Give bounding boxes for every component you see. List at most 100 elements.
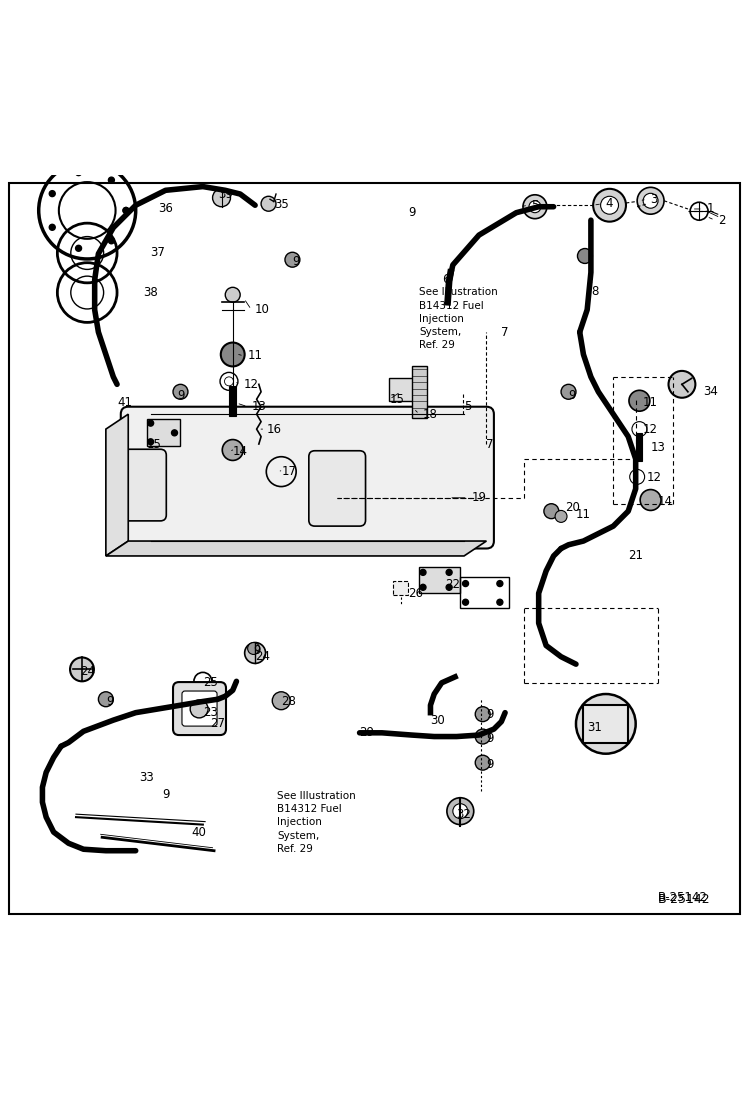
Text: 9: 9 [408,206,416,219]
Text: 9: 9 [177,389,184,402]
Circle shape [593,189,626,222]
Circle shape [597,715,615,733]
Text: 3: 3 [651,193,658,206]
Text: 9: 9 [486,758,494,771]
Polygon shape [106,541,486,556]
Text: 33: 33 [139,771,154,784]
Text: 15: 15 [389,393,404,406]
Circle shape [643,193,658,208]
Circle shape [148,439,154,444]
Text: 5: 5 [531,199,539,212]
Circle shape [213,189,231,206]
Text: 32: 32 [457,808,471,822]
Circle shape [225,287,240,303]
Text: 2: 2 [718,214,725,227]
Text: 21: 21 [628,550,643,563]
Text: 19: 19 [472,491,487,505]
Circle shape [529,201,541,213]
Circle shape [629,391,650,411]
Text: 28: 28 [281,695,296,708]
Circle shape [463,580,469,587]
Bar [147,419,181,445]
Text: 27: 27 [210,717,225,731]
Circle shape [109,177,115,183]
Circle shape [544,504,559,519]
Circle shape [221,342,245,366]
Circle shape [123,207,129,214]
Bar [389,377,419,402]
Circle shape [123,207,129,214]
Circle shape [245,643,266,664]
Text: 16: 16 [267,422,282,436]
Text: 9: 9 [292,255,300,268]
Circle shape [70,657,94,681]
Circle shape [420,585,426,590]
Text: 39: 39 [218,188,233,201]
Text: 22: 22 [446,578,461,591]
Bar [393,581,408,595]
Text: 11: 11 [576,508,591,521]
Circle shape [248,643,260,655]
Circle shape [601,196,619,214]
Text: 14: 14 [233,445,248,457]
Circle shape [561,384,576,399]
Circle shape [76,246,82,251]
Text: 9: 9 [486,733,494,745]
FancyBboxPatch shape [121,407,494,548]
Circle shape [447,798,474,825]
Text: 9: 9 [254,644,261,657]
Circle shape [98,692,113,706]
Polygon shape [106,415,128,556]
Text: 9: 9 [106,695,113,708]
Bar [583,705,628,743]
Text: 30: 30 [431,714,445,726]
Text: 23: 23 [203,706,218,720]
Text: 20: 20 [565,501,580,514]
Circle shape [640,489,661,510]
Circle shape [49,224,55,230]
Text: 40: 40 [192,826,207,838]
Text: 25: 25 [203,677,218,689]
Circle shape [190,700,208,717]
Text: 9: 9 [486,708,494,721]
Circle shape [285,252,300,268]
Text: 24: 24 [79,665,94,678]
Circle shape [577,249,592,263]
Text: 38: 38 [143,286,158,299]
Text: 15: 15 [147,438,162,451]
Circle shape [76,170,82,176]
Circle shape [261,196,276,212]
Text: See Illustration
B14312 Fuel
Injection
System,
Ref. 29: See Illustration B14312 Fuel Injection S… [277,791,357,853]
Bar [419,567,461,593]
Circle shape [637,188,664,214]
Text: 6: 6 [442,273,449,286]
Circle shape [148,420,154,426]
Bar [461,577,509,608]
Circle shape [446,569,452,575]
Circle shape [273,692,290,710]
Text: 7: 7 [501,326,509,339]
FancyBboxPatch shape [121,450,166,521]
Circle shape [420,569,426,575]
Circle shape [49,191,55,196]
Bar [412,365,427,418]
Text: 9: 9 [162,789,169,801]
Text: 36: 36 [158,202,173,215]
Circle shape [497,580,503,587]
Text: 13: 13 [252,400,266,414]
Circle shape [587,705,625,743]
Circle shape [475,755,490,770]
Text: 12: 12 [647,471,662,484]
Circle shape [475,730,490,744]
Circle shape [446,585,452,590]
Text: 35: 35 [274,197,288,211]
Circle shape [453,804,468,818]
Text: 26: 26 [408,587,423,600]
Circle shape [172,430,178,436]
Text: 13: 13 [651,441,665,454]
Circle shape [669,371,695,398]
Text: B-25142: B-25142 [658,893,711,906]
Text: 4: 4 [606,197,613,211]
Circle shape [576,694,636,754]
Circle shape [523,195,547,218]
